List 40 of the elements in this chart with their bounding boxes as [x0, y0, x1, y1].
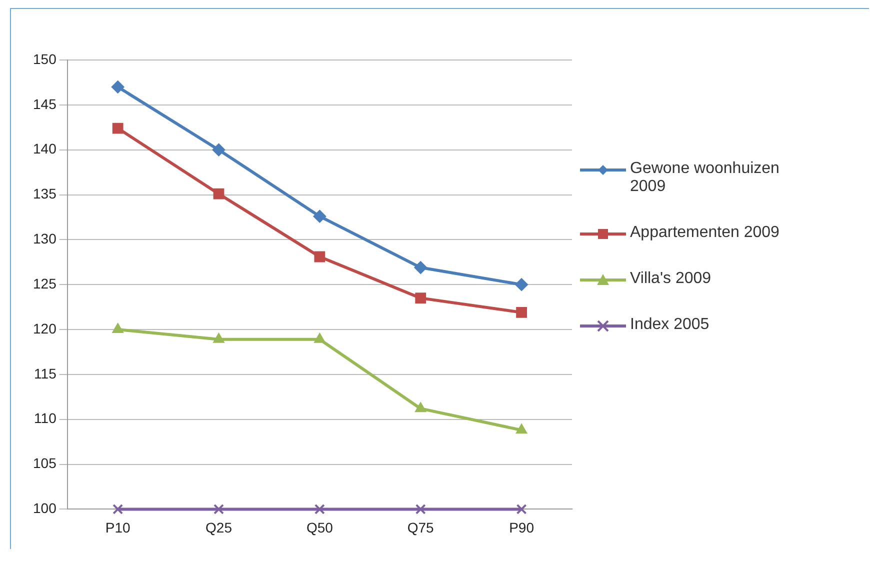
y-tick-label: 125	[33, 275, 57, 292]
y-tick-label: 150	[33, 50, 57, 67]
point	[214, 504, 224, 514]
point	[213, 188, 224, 200]
y-tick-label: 120	[33, 320, 57, 336]
y-tick-label: 110	[34, 410, 57, 426]
point	[111, 80, 124, 94]
point	[415, 504, 426, 514]
point	[313, 210, 326, 223]
legend-label: Villa's 2009	[630, 270, 712, 288]
y-tick-label: 135	[33, 186, 57, 202]
x-tick-label: Q75	[407, 519, 434, 536]
point	[516, 424, 528, 434]
y-tick-label: 145	[33, 96, 57, 112]
y-tick-label: 115	[34, 365, 57, 382]
legend-label: Gewone woonhuizen 2009	[630, 160, 780, 196]
y-tick-label: 130	[33, 230, 57, 247]
y-tick-label: 105	[33, 455, 57, 472]
x-tick-label: Q50	[306, 519, 334, 536]
point	[314, 251, 326, 262]
legend-label: Index 2005	[630, 316, 710, 334]
x-tick-label: P10	[105, 519, 130, 536]
x-tick-label: P90	[509, 519, 534, 536]
y-tick-label: 140	[33, 140, 57, 157]
point	[212, 143, 226, 156]
y-tick-label: 100	[33, 500, 57, 516]
point	[415, 292, 426, 304]
point	[112, 122, 124, 134]
point	[213, 332, 224, 343]
legend-label: Appartementen 2009	[630, 224, 780, 242]
point	[516, 307, 527, 318]
x-tick-label: Q25	[206, 519, 232, 536]
point	[516, 504, 527, 514]
point	[515, 278, 528, 292]
point	[314, 504, 325, 514]
point	[112, 504, 124, 514]
point	[414, 402, 426, 412]
point	[112, 323, 124, 334]
point	[314, 332, 326, 343]
point	[414, 261, 428, 274]
